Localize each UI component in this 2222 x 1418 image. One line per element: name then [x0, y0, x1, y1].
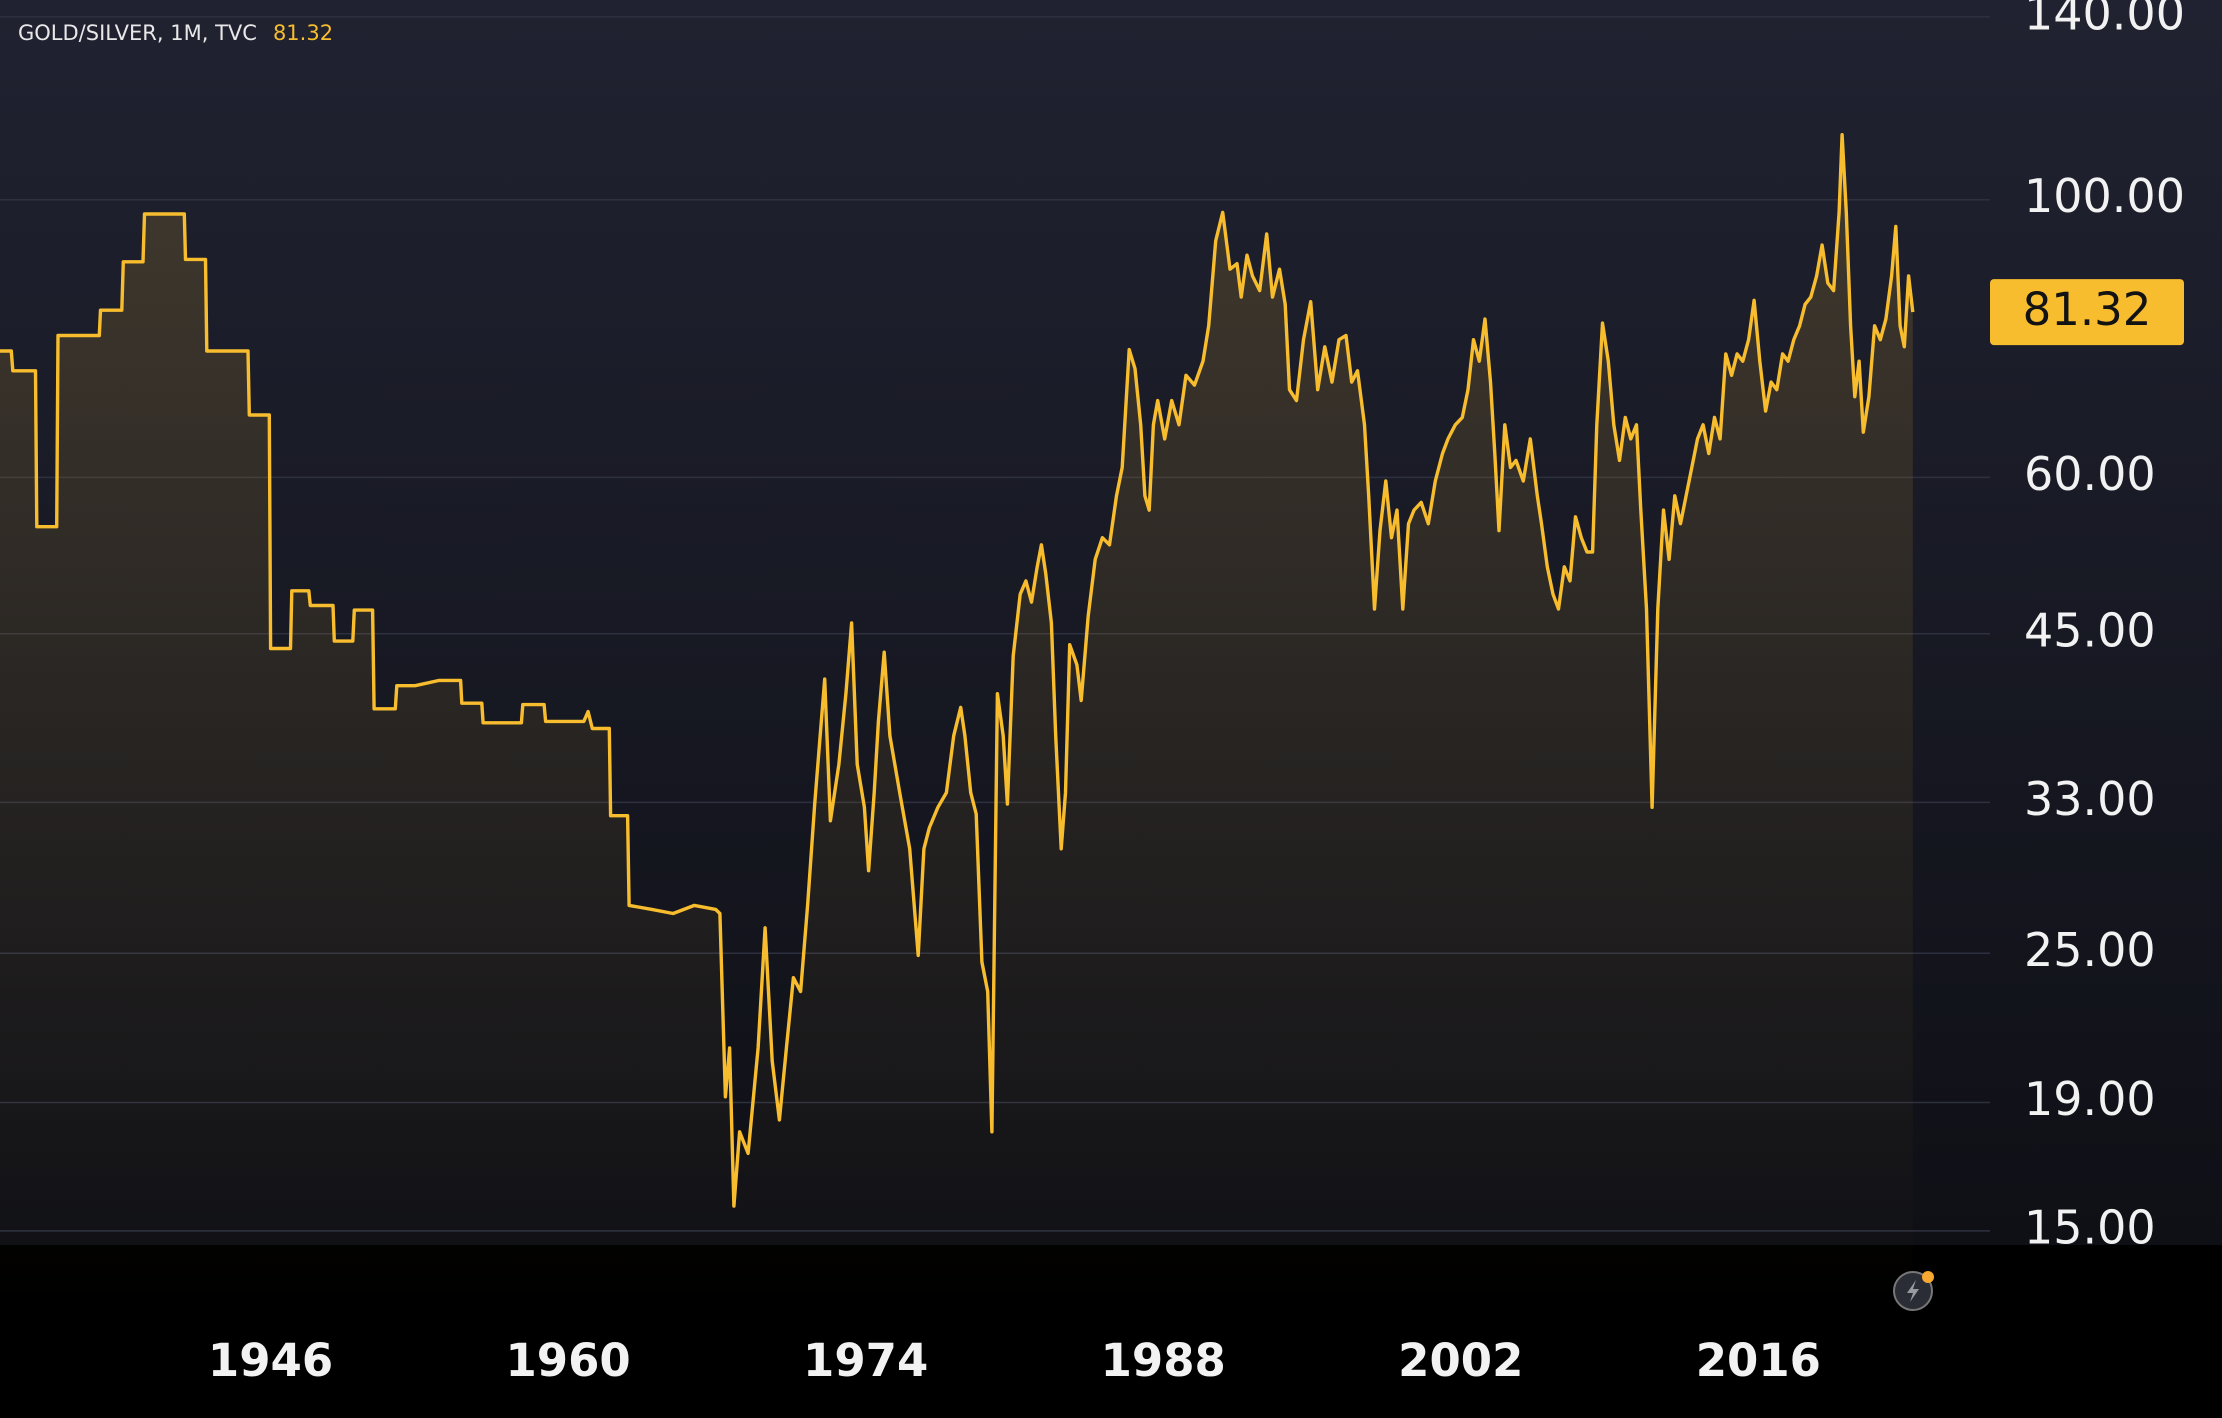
plot-clip [0, 133, 1915, 1318]
x-tick-label: 1960 [505, 1334, 630, 1387]
header-last-value: 81.32 [273, 21, 333, 45]
chart-title: GOLD/SILVER, 1M, TVC [18, 21, 257, 45]
y-tick-label: 45.00 [2024, 603, 2156, 657]
x-tick-label: 2002 [1398, 1334, 1523, 1387]
y-tick-label: 25.00 [2024, 923, 2156, 977]
plot-layer: 15.00 19.00 25.00 33.00 45.00 60.00 100.00 140.… [0, 0, 2185, 1387]
x-tick-label: 2016 [1696, 1334, 1821, 1387]
y-tick-label: 60.00 [2024, 447, 2156, 501]
last-value-label: 81.32 [2023, 283, 2152, 336]
y-tick-label: 140.00 [2024, 0, 2185, 40]
x-tick-label: 1946 [208, 1334, 333, 1387]
y-tick-label: 19.00 [2024, 1072, 2156, 1126]
snapshot-icon[interactable] [1893, 1271, 1934, 1311]
y-tick-label: 100.00 [2024, 169, 2185, 223]
price-line [0, 133, 1915, 1208]
y-tick-label: 15.00 [2024, 1200, 2156, 1254]
x-tick-label: 1988 [1101, 1334, 1226, 1387]
y-tick-label: 33.00 [2024, 772, 2156, 826]
last-value-badge [1990, 279, 2184, 346]
x-tick-label: 1974 [803, 1334, 928, 1387]
